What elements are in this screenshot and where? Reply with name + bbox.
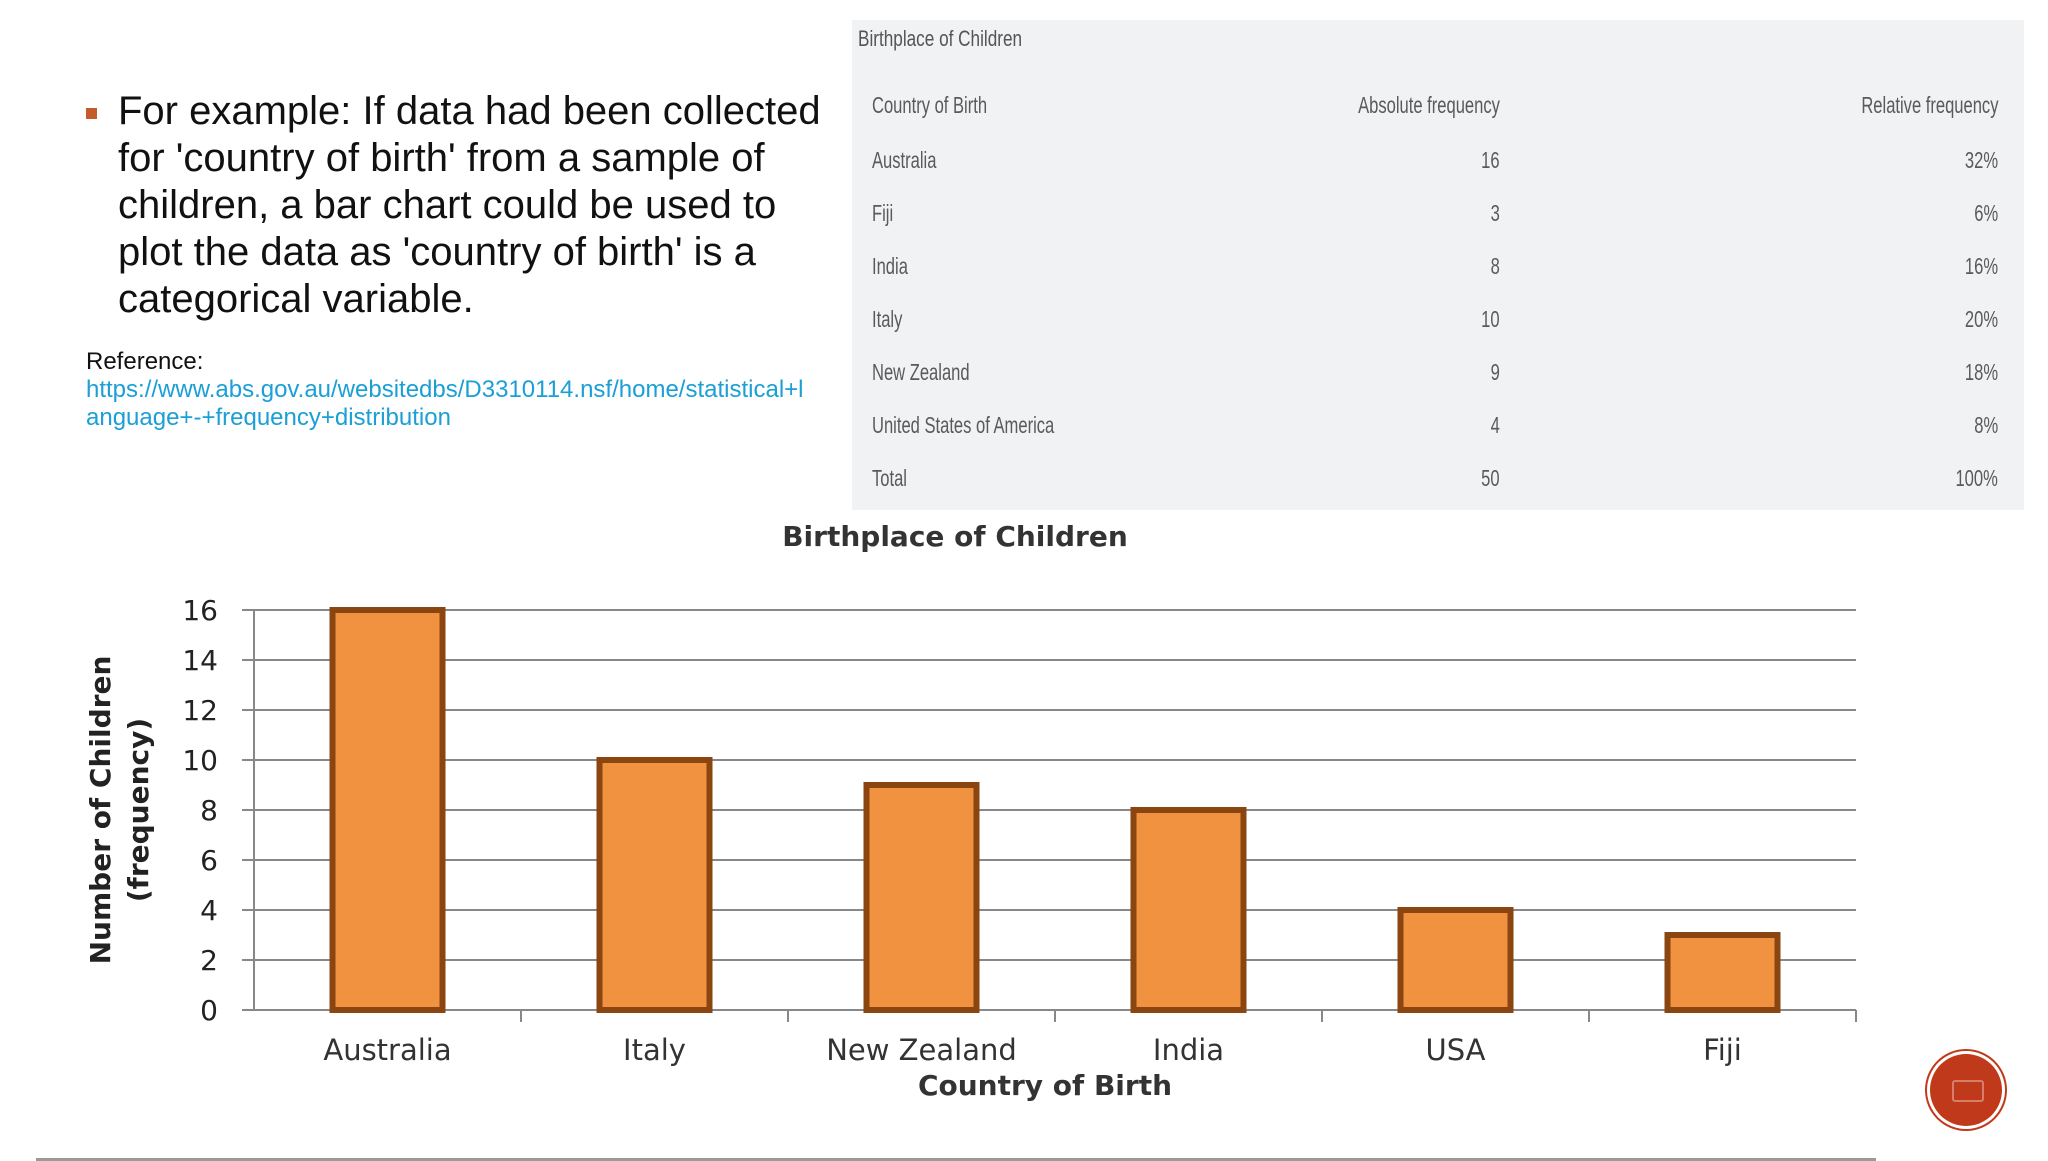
bar-india — [1130, 807, 1247, 1013]
bar-chart: Birthplace of Children 0 2 4 6 8 10 12 14 16 Aus… — [84, 520, 1857, 1102]
cell-country: India — [872, 253, 908, 279]
y-tick-label: 6 — [200, 844, 218, 877]
cell-relative: 18% — [1964, 359, 1998, 385]
x-tick-label: Fiji — [1703, 1033, 1742, 1067]
cell-absolute: 50 — [1481, 465, 1500, 491]
bar-australia — [329, 607, 446, 1013]
x-tick-label: Italy — [623, 1033, 686, 1067]
chart-title: Birthplace of Children — [782, 520, 1128, 553]
grid-lines — [242, 609, 1857, 1022]
x-axis-title: Country of Birth — [918, 1069, 1172, 1102]
bullet-point: For example: If data had been collected … — [86, 88, 846, 323]
x-tick-labels: Australia Italy New Zealand India USA Fiji — [323, 1033, 1742, 1067]
cell-country: Fiji — [872, 200, 894, 226]
table-row: United States of America 4 8% — [872, 399, 1998, 452]
y-tick-label: 14 — [182, 644, 218, 677]
y-tick-labels: 0 2 4 6 8 10 12 14 16 — [182, 594, 218, 1027]
table-row: India 8 16% — [872, 240, 1998, 293]
cell-country: Total — [872, 465, 907, 491]
y-tick-label: 16 — [182, 594, 218, 627]
y-tick-label: 10 — [182, 744, 218, 777]
bars — [329, 607, 1781, 1013]
y-axis-title: Number of Children (frequency) — [84, 656, 155, 965]
cell-country: Italy — [872, 306, 903, 332]
y-tick-label: 2 — [200, 944, 218, 977]
bar-new-zealand — [863, 782, 980, 1013]
cell-relative: 32% — [1964, 147, 1998, 173]
bar-fiji — [1664, 932, 1781, 1013]
reference-label: Reference: — [86, 348, 204, 375]
bar-usa — [1397, 907, 1514, 1013]
reference-link[interactable]: https://www.abs.gov.au/websitedbs/D33101… — [86, 376, 846, 432]
table-header-row: Country of Birth Absolute frequency Rela… — [872, 76, 1998, 134]
table-row: Italy 10 20% — [872, 293, 1998, 346]
bullet-marker — [86, 108, 97, 119]
cell-country: Australia — [872, 147, 937, 173]
y-tick-label: 12 — [182, 694, 218, 727]
table-row: Australia 16 32% — [872, 134, 1998, 187]
slide-icon — [1952, 1080, 1984, 1102]
header-absolute-frequency: Absolute frequency — [1358, 91, 1500, 118]
frequency-table: Country of Birth Absolute frequency Rela… — [872, 76, 1998, 505]
cell-country: New Zealand — [872, 359, 970, 385]
cell-relative: 20% — [1964, 306, 1998, 332]
table-row: New Zealand 9 18% — [872, 346, 1998, 399]
header-relative-frequency: Relative frequency — [1860, 91, 1998, 118]
frequency-table-panel: Birthplace of Children Country of Birth … — [852, 20, 2024, 510]
y-tick-label: 4 — [200, 894, 218, 927]
cell-relative: 100% — [1955, 465, 1998, 491]
table-total-row: Total 50 100% — [872, 452, 1998, 505]
cell-relative: 8% — [1974, 412, 1998, 438]
cell-absolute: 16 — [1481, 147, 1500, 173]
bullet-text: For example: If data had been collected … — [118, 89, 821, 321]
y-axis-title-line2: (frequency) — [122, 718, 155, 902]
table-row: Fiji 3 6% — [872, 187, 1998, 240]
cell-absolute: 3 — [1490, 200, 1500, 226]
y-axis-title-line1: Number of Children — [84, 656, 117, 965]
bar-italy — [596, 757, 713, 1013]
header-country: Country of Birth — [872, 91, 988, 118]
x-tick-label: India — [1153, 1033, 1224, 1067]
cell-relative: 16% — [1964, 253, 1998, 279]
cell-absolute: 4 — [1490, 412, 1500, 438]
slide-nav-button[interactable] — [1930, 1054, 2002, 1126]
cell-absolute: 8 — [1490, 253, 1500, 279]
y-tick-label: 0 — [200, 994, 218, 1027]
reference-link-line1[interactable]: https://www.abs.gov.au/websitedbs/D33101… — [86, 376, 804, 403]
cell-relative: 6% — [1974, 200, 1998, 226]
table-title: Birthplace of Children — [858, 26, 1023, 51]
x-tick-label: New Zealand — [826, 1033, 1017, 1067]
x-tick-label: Australia — [323, 1033, 451, 1067]
cell-absolute: 9 — [1490, 359, 1500, 385]
reference-link-line2[interactable]: anguage+-+frequency+distribution — [86, 404, 451, 431]
y-tick-label: 8 — [200, 794, 218, 827]
x-tick-label: USA — [1425, 1033, 1485, 1067]
cell-absolute: 10 — [1481, 306, 1500, 332]
cell-country: United States of America — [872, 412, 1055, 438]
